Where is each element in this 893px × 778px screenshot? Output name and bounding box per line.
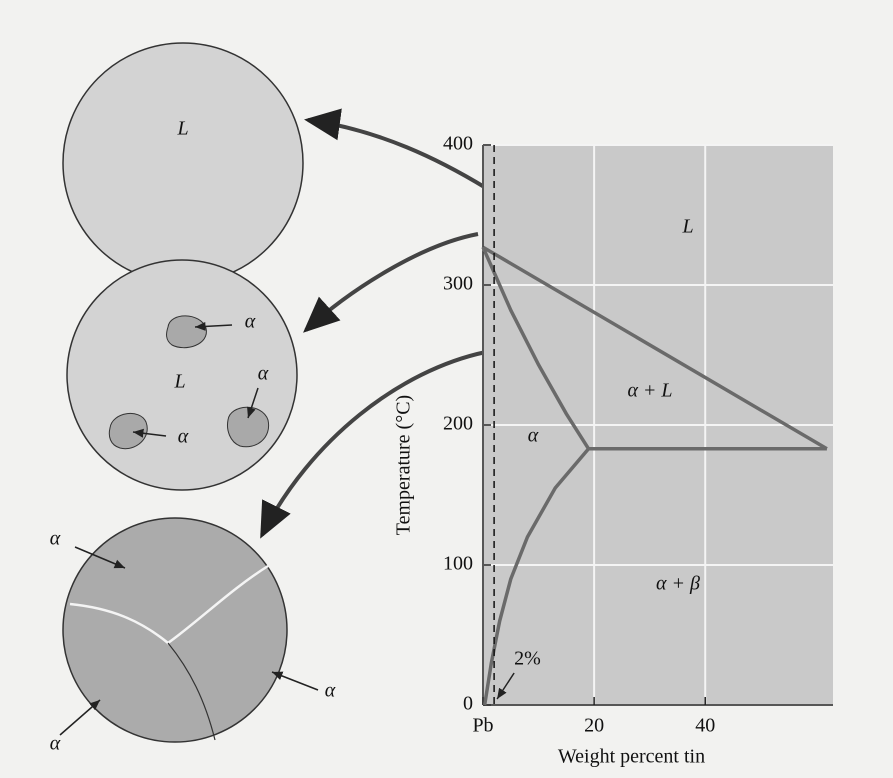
y-tick-label: 300 [443, 273, 473, 295]
x-tick-label: 20 [584, 715, 604, 737]
micro-label: α [50, 733, 61, 755]
region-label: L [681, 216, 693, 238]
figure: 0 100 200 300 400 Pb 20 40 Weight percent tin Tem… [0, 0, 893, 778]
region-label: α [528, 425, 539, 447]
micro-label: L [173, 371, 185, 393]
composition-label: 2% [514, 648, 541, 670]
grain [228, 407, 269, 447]
micro-label: α [258, 363, 269, 385]
y-axis-label: Temperature (°C) [393, 395, 415, 535]
micro-label: α [50, 528, 61, 550]
micro-liquid [63, 43, 303, 283]
x-tick-label: 40 [695, 715, 715, 737]
y-tick-label: 0 [463, 693, 473, 715]
micro-label: α [178, 426, 189, 448]
x-tick-label: Pb [472, 715, 493, 737]
micro-solid [63, 518, 287, 742]
grain [167, 316, 207, 348]
x-axis-label: Weight percent tin [558, 746, 705, 768]
y-tick-label: 100 [443, 553, 473, 575]
micro-label: L [176, 118, 188, 140]
y-tick-label: 200 [443, 413, 473, 435]
micro-label: α [245, 311, 256, 333]
y-tick-label: 400 [443, 133, 473, 155]
region-label: α + β [656, 573, 700, 595]
micro-label: α [325, 680, 336, 702]
region-label: α + L [627, 380, 672, 402]
